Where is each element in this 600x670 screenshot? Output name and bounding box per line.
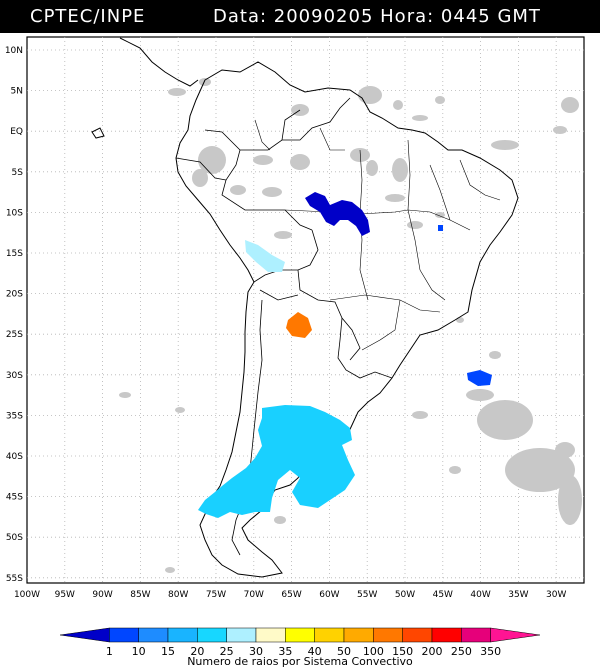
lightning-system-amazon	[305, 192, 370, 236]
colorbar-swatch	[255, 627, 286, 643]
colorbar-swatch	[138, 627, 169, 643]
colorbar-tick-label: 30	[249, 645, 263, 658]
lat-tick-label: 5S	[12, 168, 24, 178]
lon-tick-label: 55W	[357, 590, 377, 600]
central-america-coastline	[119, 37, 199, 87]
colorbar-swatch	[167, 627, 198, 643]
lon-tick-label: 35W	[508, 590, 528, 600]
map-canvas: 10N5NEQ5S10S15S20S25S30S35S40S45S50S55S …	[5, 36, 585, 600]
header-bar: CPTEC/INPE Data: 20090205 Hora: 0445 GMT	[0, 0, 600, 33]
colorbar-swatch	[59, 627, 110, 643]
lightning-system-northeast	[438, 225, 443, 231]
colorbar-title: Numero de raios por Sistema Convectivo	[187, 655, 413, 668]
lat-tick-label: 30S	[6, 371, 23, 381]
lon-tick-label: 100W	[14, 590, 40, 600]
lat-tick-label: 35S	[6, 411, 23, 421]
lon-tick-label: 85W	[130, 590, 150, 600]
colorbar-tick-label: 20	[190, 645, 204, 658]
lightning-system-paraguay	[286, 312, 312, 338]
colorbar-swatch	[431, 627, 462, 643]
lightning-colorbar: 1 10 15 20 25 30 35 40 50 100 150 200 250 350	[59, 627, 541, 658]
colorbar-swatch	[109, 627, 139, 643]
lat-tick-label: 50S	[6, 533, 23, 543]
lon-tick-label: 40W	[470, 590, 490, 600]
lat-tick-label: 5N	[11, 87, 23, 97]
colorbar-tick-label: 35	[278, 645, 292, 658]
lon-tick-label: 95W	[55, 590, 75, 600]
lon-tick-label: 90W	[92, 590, 112, 600]
colorbar-swatch	[461, 627, 491, 643]
colorbar-tick-labels: 1 10 15 20 25 30 35 40 50 100 150 200 250 350	[106, 645, 501, 658]
lon-tick-label: 75W	[206, 590, 226, 600]
colorbar-swatch	[373, 627, 403, 643]
lon-tick-label: 65W	[281, 590, 301, 600]
lat-tick-label: 55S	[6, 574, 23, 584]
colorbar-swatch	[402, 627, 433, 643]
lightning-system-patagonia	[198, 405, 355, 518]
lat-tick-label: 45S	[6, 493, 23, 503]
colorbar-tick-label: 250	[451, 645, 472, 658]
colorbar-tick-label: 200	[422, 645, 443, 658]
lat-tick-label: 25S	[6, 330, 23, 340]
lon-tick-label: 45W	[433, 590, 453, 600]
date-value: 20090205	[273, 6, 374, 27]
latitude-labels: 10N 5N EQ 5S 10S 15S 20S 25S 30S 35S 40S 45S 50S 55S	[5, 46, 23, 584]
timestamp-label: Data: 20090205 Hora: 0445 GMT	[213, 6, 541, 27]
cloud-cover-layer	[119, 78, 582, 573]
colorbar-swatch	[226, 627, 257, 643]
colorbar-tick-label: 1	[106, 645, 113, 658]
colorbar-tick-label: 25	[220, 645, 234, 658]
lightning-system-atlantic	[467, 370, 492, 386]
colorbar-swatch	[314, 627, 345, 643]
colorbar-swatch	[197, 627, 227, 643]
lon-tick-label: 30W	[546, 590, 566, 600]
colorbar-tick-label: 350	[480, 645, 501, 658]
hora-label: Hora:	[380, 6, 435, 27]
lat-tick-label: 40S	[6, 452, 23, 462]
lat-tick-label: 10N	[5, 46, 23, 56]
south-america-coastline	[175, 61, 519, 578]
lon-tick-label: 80W	[168, 590, 188, 600]
colorbar-swatches	[59, 627, 541, 643]
time-value: 0445 GMT	[440, 6, 541, 27]
longitude-labels: 100W 95W 90W 85W 80W 75W 70W 65W 60W 55W 50W 45W 40W…	[14, 590, 567, 600]
colorbar-swatch	[285, 627, 315, 643]
lon-tick-label: 50W	[395, 590, 415, 600]
lat-tick-label: EQ	[10, 127, 23, 137]
colorbar-tick-label: 15	[161, 645, 175, 658]
colorbar-tick-label: 100	[363, 645, 384, 658]
galapagos	[91, 127, 105, 139]
colorbar-tick-label: 50	[337, 645, 351, 658]
country-borders	[175, 97, 393, 556]
colorbar-swatch	[490, 627, 541, 643]
agency-label: CPTEC/INPE	[30, 6, 146, 27]
lat-tick-label: 10S	[6, 208, 23, 218]
lightning-system-bolivia	[245, 240, 285, 272]
lat-tick-label: 15S	[6, 249, 23, 259]
colorbar-tick-label: 10	[132, 645, 146, 658]
colorbar-swatch	[343, 627, 374, 643]
lon-tick-label: 70W	[244, 590, 264, 600]
colorbar-tick-label: 40	[308, 645, 322, 658]
colorbar-tick-label: 150	[392, 645, 413, 658]
data-label: Data:	[213, 6, 268, 27]
lon-tick-label: 60W	[319, 590, 339, 600]
lat-tick-label: 20S	[6, 290, 23, 300]
